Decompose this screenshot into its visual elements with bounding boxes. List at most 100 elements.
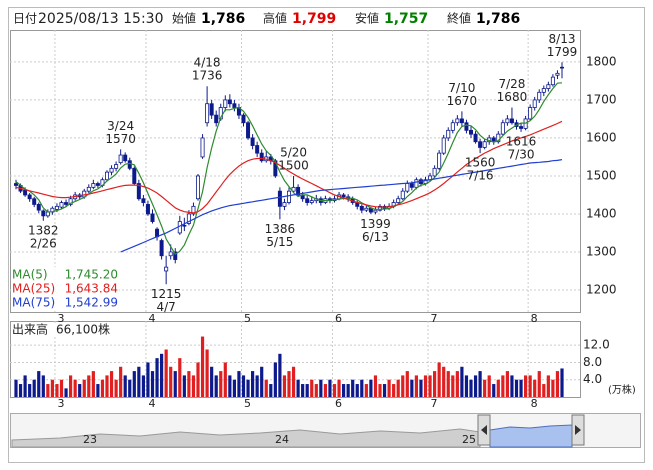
- volume-bar: [41, 375, 45, 397]
- volume-bar: [82, 379, 86, 397]
- candle-body: [550, 76, 555, 86]
- header-datetime: 2025/08/13 15:30: [38, 11, 164, 27]
- y-tick-label: 1600: [586, 130, 617, 144]
- candle-body: [91, 183, 96, 188]
- volume-bar: [46, 384, 50, 397]
- volume-current: 66,100株: [56, 322, 110, 337]
- volume-bar: [514, 379, 519, 397]
- volume-bar: [360, 379, 364, 397]
- volume-bar: [296, 379, 300, 397]
- annotation-value: 1616: [506, 134, 537, 148]
- volume-bar: [214, 375, 218, 397]
- candle-body: [478, 141, 483, 148]
- candle-body: [118, 154, 123, 164]
- candle-body: [305, 198, 310, 203]
- annotation-date: 7/28: [498, 77, 525, 91]
- annotation-date: 4/18: [194, 56, 221, 70]
- ma-line: [120, 159, 563, 253]
- navigator[interactable]: 23 24 25: [10, 413, 641, 448]
- candle-body: [241, 114, 246, 124]
- candle-body: [437, 152, 442, 169]
- annotation-value: 1560: [465, 156, 496, 170]
- volume-bar: [251, 371, 255, 397]
- ma-line: [15, 120, 563, 214]
- volume-bar: [182, 375, 186, 397]
- candle-body: [450, 122, 455, 131]
- volume-bar: [369, 379, 373, 397]
- volume-bar: [141, 375, 145, 397]
- candle-body: [519, 126, 524, 129]
- annotation-date: 3/24: [107, 119, 134, 133]
- candle-body: [186, 213, 191, 224]
- volume-bar: [323, 384, 327, 397]
- volume-bar: [287, 371, 291, 397]
- volume-bar: [132, 371, 136, 397]
- volume-bar: [396, 379, 400, 397]
- volume-bar: [487, 375, 491, 397]
- candle-body: [200, 137, 205, 158]
- volume-bar: [351, 379, 355, 397]
- candle-body: [537, 91, 542, 101]
- candle-body: [468, 129, 473, 135]
- candle-body: [286, 190, 291, 203]
- volume-bar: [546, 375, 550, 397]
- header-label: 安値: [355, 11, 379, 26]
- volume-bar: [473, 375, 478, 397]
- volume-bar: [301, 384, 305, 397]
- volume-bar: [87, 375, 91, 397]
- candle-body: [195, 175, 200, 200]
- candle-body: [532, 99, 537, 108]
- candle-body: [560, 66, 565, 69]
- volume-bar: [305, 384, 309, 397]
- candle-body: [246, 122, 251, 139]
- candle-body: [109, 167, 114, 173]
- volume-bar: [96, 384, 100, 397]
- volume-bar: [355, 384, 359, 397]
- candle-body: [182, 224, 187, 227]
- candle-body: [150, 213, 155, 222]
- volume-bar: [464, 375, 469, 397]
- volume-bar: [342, 384, 346, 397]
- volume-unit: (万株): [608, 383, 636, 396]
- x-tick-label: 4: [148, 312, 155, 325]
- candle-body: [500, 122, 505, 135]
- candle-body: [127, 160, 132, 169]
- candle-body: [13, 183, 18, 186]
- volume-plot-border: [10, 321, 581, 398]
- navigator-selection: [489, 424, 573, 448]
- y-tick-label: 4.0: [583, 372, 602, 386]
- volume-bar: [437, 362, 441, 397]
- candle-body: [32, 198, 37, 205]
- annotation-date: 6/13: [362, 230, 389, 244]
- volume-bar: [191, 375, 196, 397]
- volume-bar: [524, 375, 528, 397]
- volume-bar: [114, 379, 118, 397]
- x-tick-label: 3: [57, 312, 64, 325]
- x-tick-label: 4: [148, 397, 155, 410]
- volume-bar: [328, 379, 332, 397]
- volume-bar: [483, 379, 487, 397]
- x-tick-label: 7: [431, 397, 438, 410]
- volume-bar: [28, 384, 32, 397]
- annotation-date: 5/20: [280, 145, 307, 159]
- volume-bar: [64, 388, 68, 397]
- candle-body: [27, 194, 32, 200]
- header-value: 1,786: [476, 11, 520, 27]
- volume-bar: [282, 375, 287, 397]
- header-value: 1,757: [384, 11, 428, 27]
- volume-bar: [205, 349, 209, 397]
- volume-bar: [69, 375, 73, 397]
- candle-body: [400, 190, 405, 200]
- volume-bar: [378, 384, 382, 397]
- volume-bar: [32, 379, 36, 397]
- candle-body: [459, 118, 464, 124]
- candle-body: [309, 200, 314, 203]
- volume-bar: [505, 371, 509, 397]
- candle-body: [23, 189, 28, 196]
- volume-bar: [460, 366, 464, 397]
- volume-bar: [455, 371, 459, 397]
- price-plot-border: [10, 30, 581, 313]
- x-tick-label: 8: [531, 397, 538, 410]
- candle-body: [168, 251, 173, 257]
- annotation-date: 2/26: [30, 236, 57, 250]
